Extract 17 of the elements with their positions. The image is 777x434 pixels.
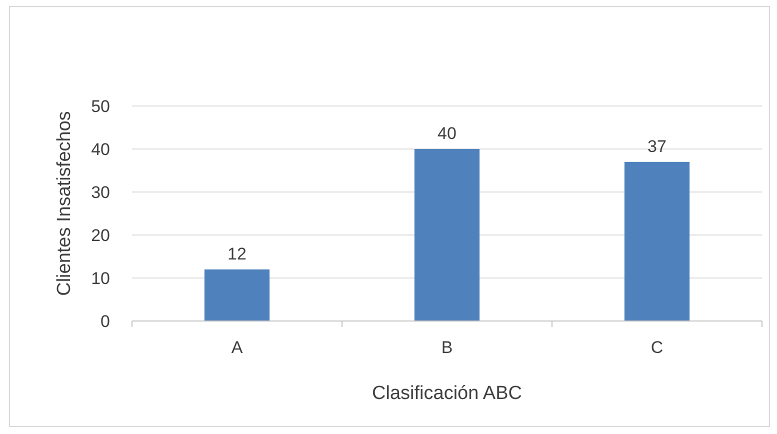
x-tick-label: B [441,338,453,357]
y-tick-label: 20 [91,226,110,245]
y-tick-label: 50 [91,96,110,116]
bar [414,149,480,321]
y-tick-label: 40 [91,140,110,159]
y-tick-label: 30 [91,182,110,202]
data-label: 12 [228,244,246,264]
data-label: 40 [438,124,456,143]
y-tick-label: 0 [100,312,110,331]
bar [624,162,690,321]
x-axis-title: Clasificación ABC [372,383,522,404]
x-tick-label: A [231,338,244,357]
x-tick-label: C [650,338,664,357]
y-tick-label: 10 [91,268,110,288]
data-label: 37 [648,136,666,156]
bar [204,269,270,321]
y-axis-title: Clientes Insatisfechos [54,111,75,296]
